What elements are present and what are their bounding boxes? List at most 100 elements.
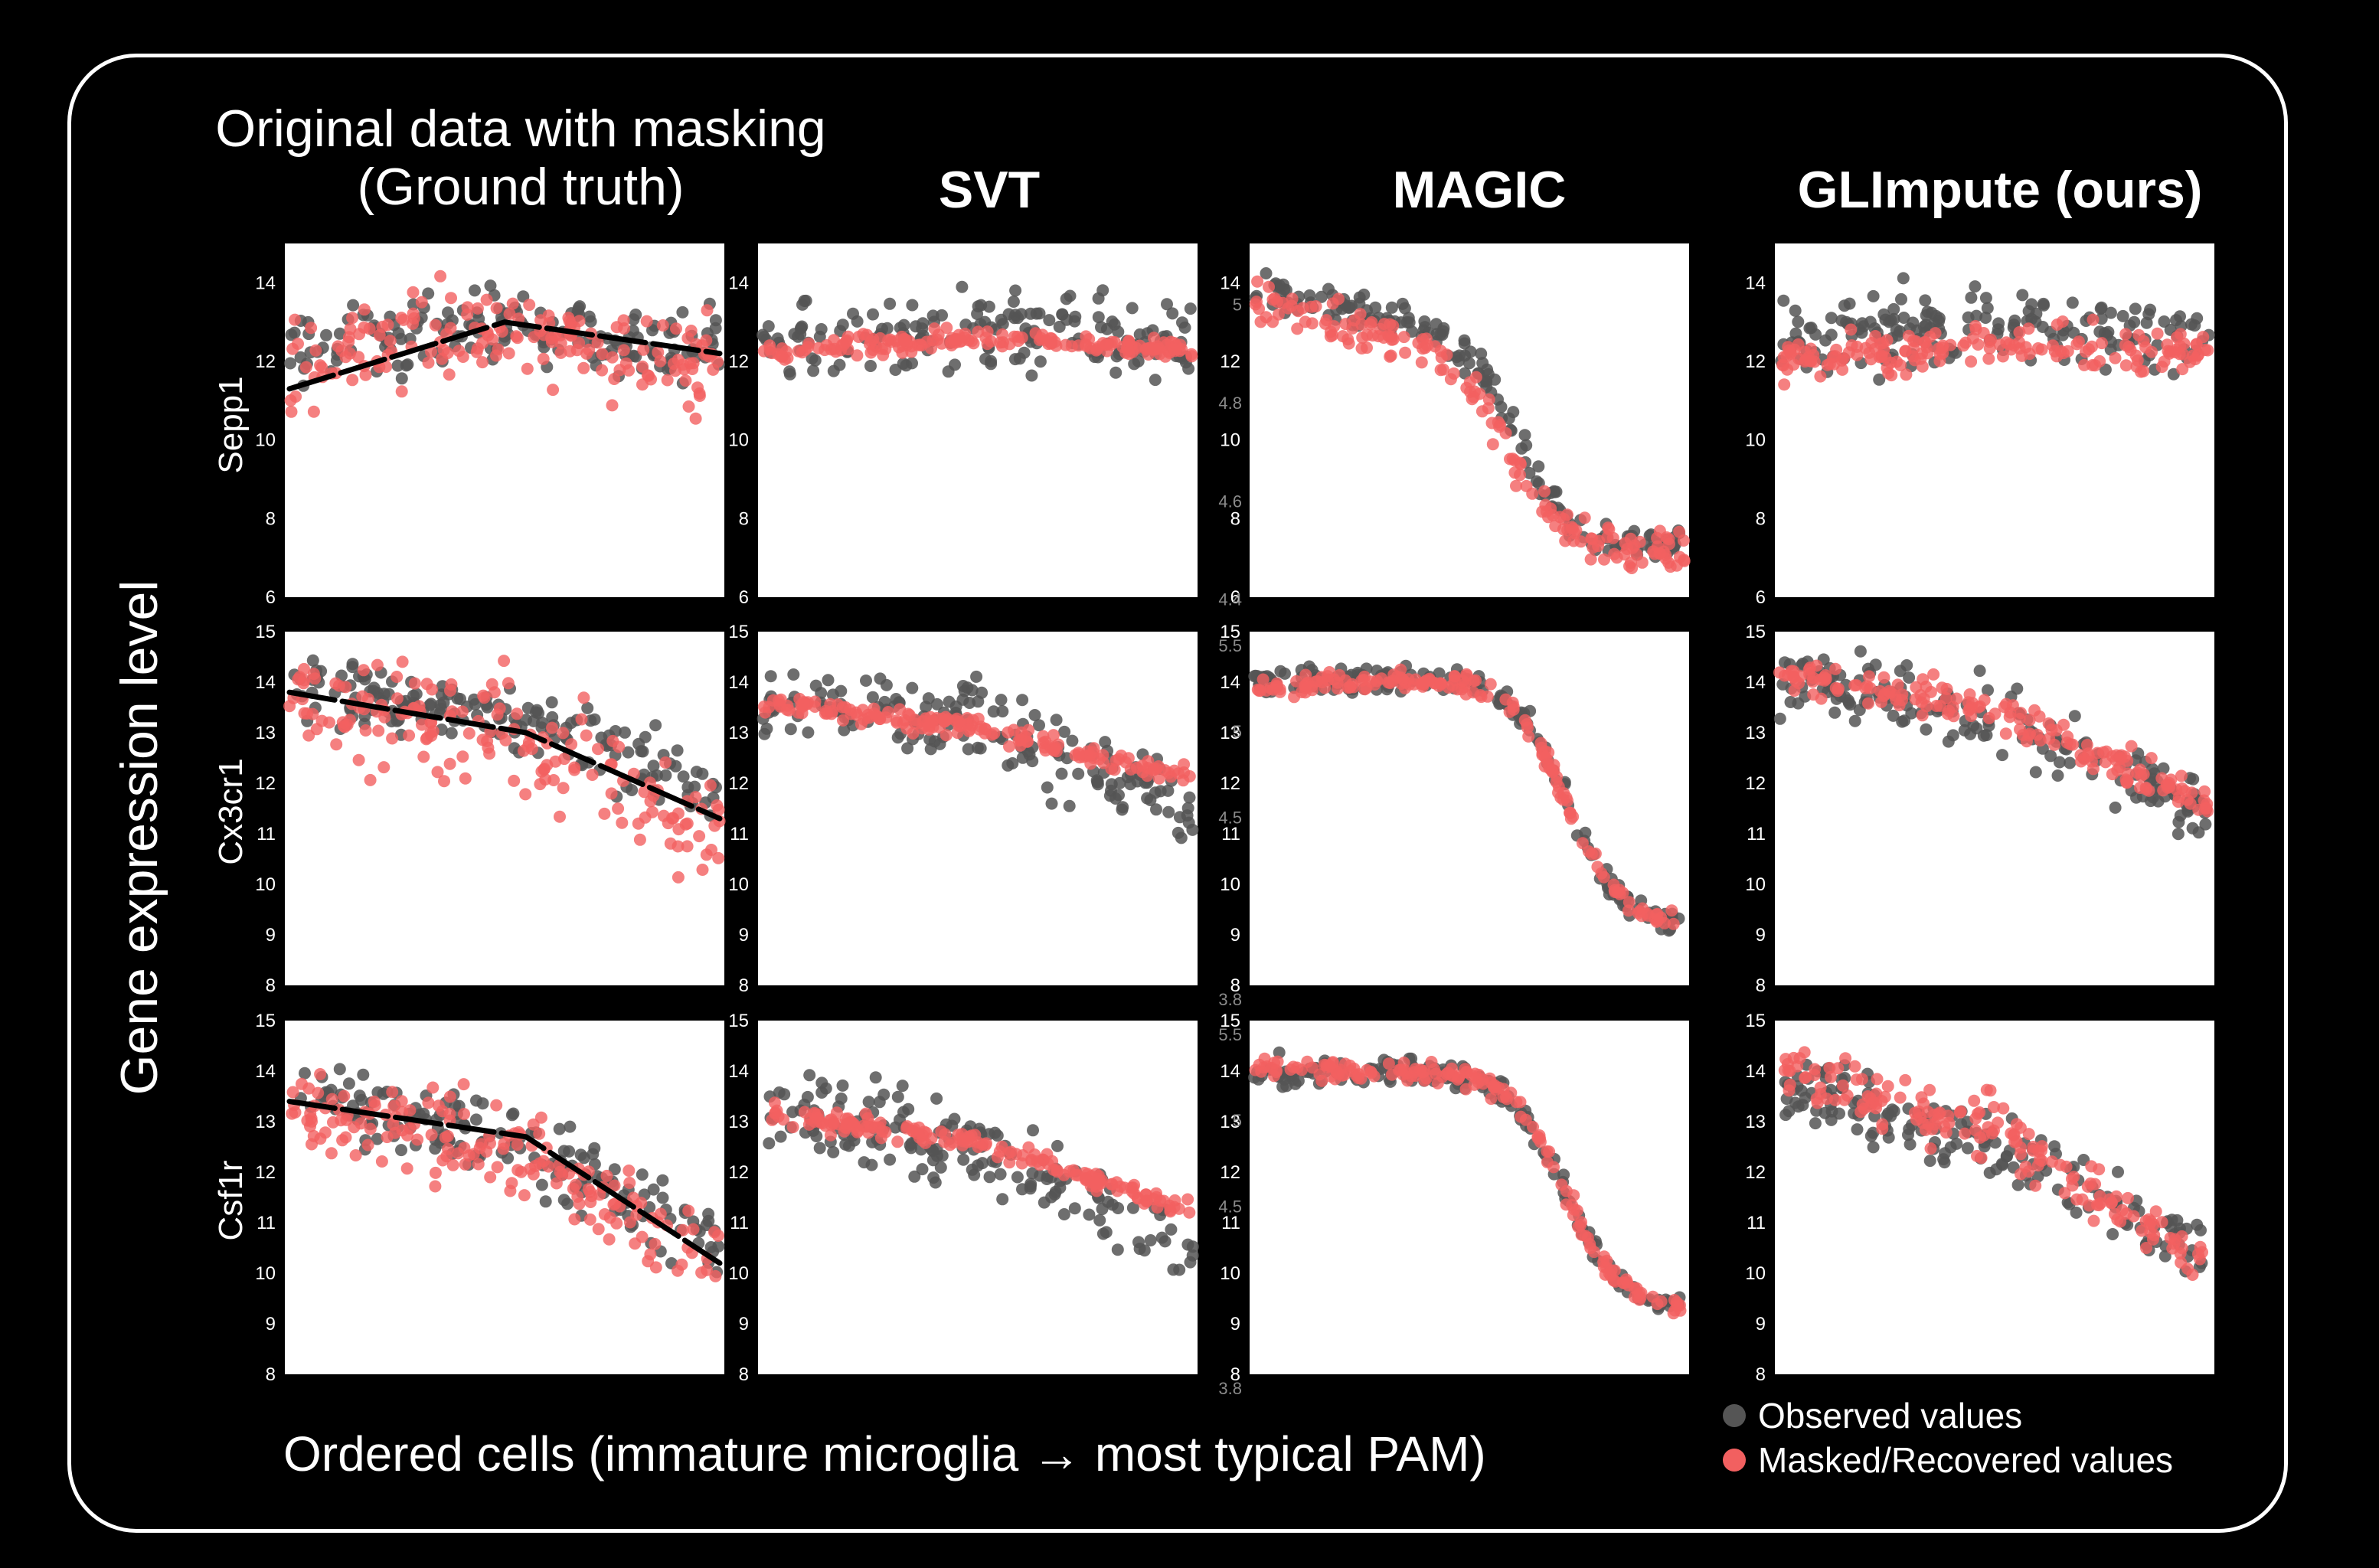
masked-point	[502, 677, 515, 690]
observed-point	[979, 315, 992, 328]
observed-point	[1095, 321, 1107, 334]
masked-point	[1170, 339, 1182, 352]
observed-point	[1092, 311, 1105, 324]
masked-point	[1272, 308, 1285, 321]
masked-point	[1829, 662, 1842, 675]
observed-point	[2171, 1214, 2184, 1227]
masked-point	[1015, 726, 1028, 739]
y-tick-label: 12	[255, 1162, 276, 1183]
y-tick-label: 15	[1745, 1011, 1766, 1031]
masked-point	[1875, 350, 1888, 363]
masked-point	[2192, 348, 2204, 361]
observed-point	[2116, 309, 2129, 322]
masked-point	[2147, 1233, 2159, 1246]
ground-truth-trend-line	[286, 319, 723, 392]
observed-point	[325, 1083, 338, 1096]
masked-point	[2057, 347, 2070, 360]
masked-point	[757, 701, 770, 713]
observed-point	[288, 326, 301, 339]
masked-point	[1836, 1079, 1849, 1092]
masked-point	[617, 344, 630, 357]
masked-point	[557, 727, 570, 740]
masked-point	[1260, 1060, 1273, 1073]
masked-point	[1065, 340, 1078, 353]
observed-point	[565, 717, 577, 730]
observed-point	[571, 305, 584, 318]
secondary-y-tick-label: 5	[1233, 722, 1242, 741]
masked-point	[1527, 1121, 1539, 1133]
masked-point	[2056, 315, 2069, 328]
masked-point	[1299, 668, 1312, 681]
observed-point	[1045, 1191, 1058, 1204]
observed-point	[1904, 1138, 1917, 1151]
y-tick-label: 13	[728, 1112, 749, 1132]
y-tick-label: 12	[1220, 351, 1240, 372]
masked-point	[1521, 721, 1534, 734]
masked-point	[792, 345, 805, 358]
observed-point	[1166, 307, 1179, 320]
masked-point	[408, 677, 421, 690]
masked-point	[309, 672, 322, 685]
panel-csf1r-magic: 8 9 10 11 12 13 14 155.5 5 4.5 3.8	[1218, 1011, 1689, 1398]
observed-point	[783, 365, 796, 378]
masked-point	[682, 1204, 695, 1217]
legend-item-masked: Masked/Recovered values	[1723, 1438, 2173, 1482]
observed-point	[469, 284, 481, 297]
masked-point	[404, 1104, 417, 1117]
masked-point	[1864, 681, 1877, 694]
masked-point	[1003, 740, 1015, 753]
observed-point	[627, 313, 640, 326]
masked-point	[1557, 523, 1570, 536]
observed-point	[401, 358, 414, 371]
masked-point	[403, 729, 416, 742]
masked-point	[443, 757, 456, 770]
observed-point	[1184, 1256, 1197, 1269]
secondary-y-tick-label: 4.4	[1218, 590, 1242, 609]
observed-point	[1041, 781, 1054, 794]
masked-point	[695, 1266, 708, 1279]
observed-point	[2011, 682, 2024, 695]
column-title-line-2: (Ground truth)	[357, 158, 685, 217]
y-tick-label: 8	[266, 508, 276, 529]
observed-point	[815, 1076, 828, 1089]
masked-point	[1917, 673, 1930, 686]
masked-point	[1100, 338, 1113, 351]
observed-point	[1530, 475, 1543, 488]
masked-point	[2121, 774, 2134, 787]
observed-point	[983, 1171, 996, 1184]
masked-point	[400, 1162, 413, 1175]
observed-point	[688, 780, 701, 793]
masked-point	[1430, 1067, 1443, 1080]
observed-point	[1851, 1123, 1864, 1136]
y-tick-label: 8	[739, 975, 749, 996]
masked-point	[521, 362, 534, 375]
masked-point	[330, 738, 343, 751]
y-tick-label: 10	[1220, 1263, 1240, 1284]
y-tick-label: 12	[1745, 351, 1766, 372]
masked-point	[1069, 1168, 1082, 1181]
observed-point	[802, 726, 815, 739]
masked-point	[352, 753, 365, 766]
observed-point	[2053, 756, 2066, 769]
panel-csf1r-glimpute: 8 9 10 11 12 13 14 15	[1745, 1011, 2214, 1385]
masked-point	[1567, 522, 1579, 535]
masked-point	[380, 361, 393, 373]
masked-point	[1916, 709, 1929, 722]
masked-point	[1442, 1067, 1455, 1079]
observed-point	[1126, 302, 1139, 315]
observed-point	[1016, 694, 1029, 707]
masked-point	[1333, 668, 1346, 681]
masked-point	[926, 715, 939, 728]
masked-point	[485, 678, 498, 691]
masked-point	[769, 1106, 782, 1119]
observed-point	[2172, 815, 2185, 828]
y-tick-label: 11	[1747, 1213, 1766, 1233]
masked-point	[685, 325, 698, 337]
observed-point	[702, 1207, 715, 1220]
y-tick-label: 9	[266, 925, 276, 946]
observed-point	[1453, 354, 1466, 368]
masked-point	[1128, 1178, 1141, 1191]
masked-point	[2155, 361, 2168, 374]
observed-point	[1026, 1167, 1039, 1180]
masked-point	[2125, 740, 2138, 753]
